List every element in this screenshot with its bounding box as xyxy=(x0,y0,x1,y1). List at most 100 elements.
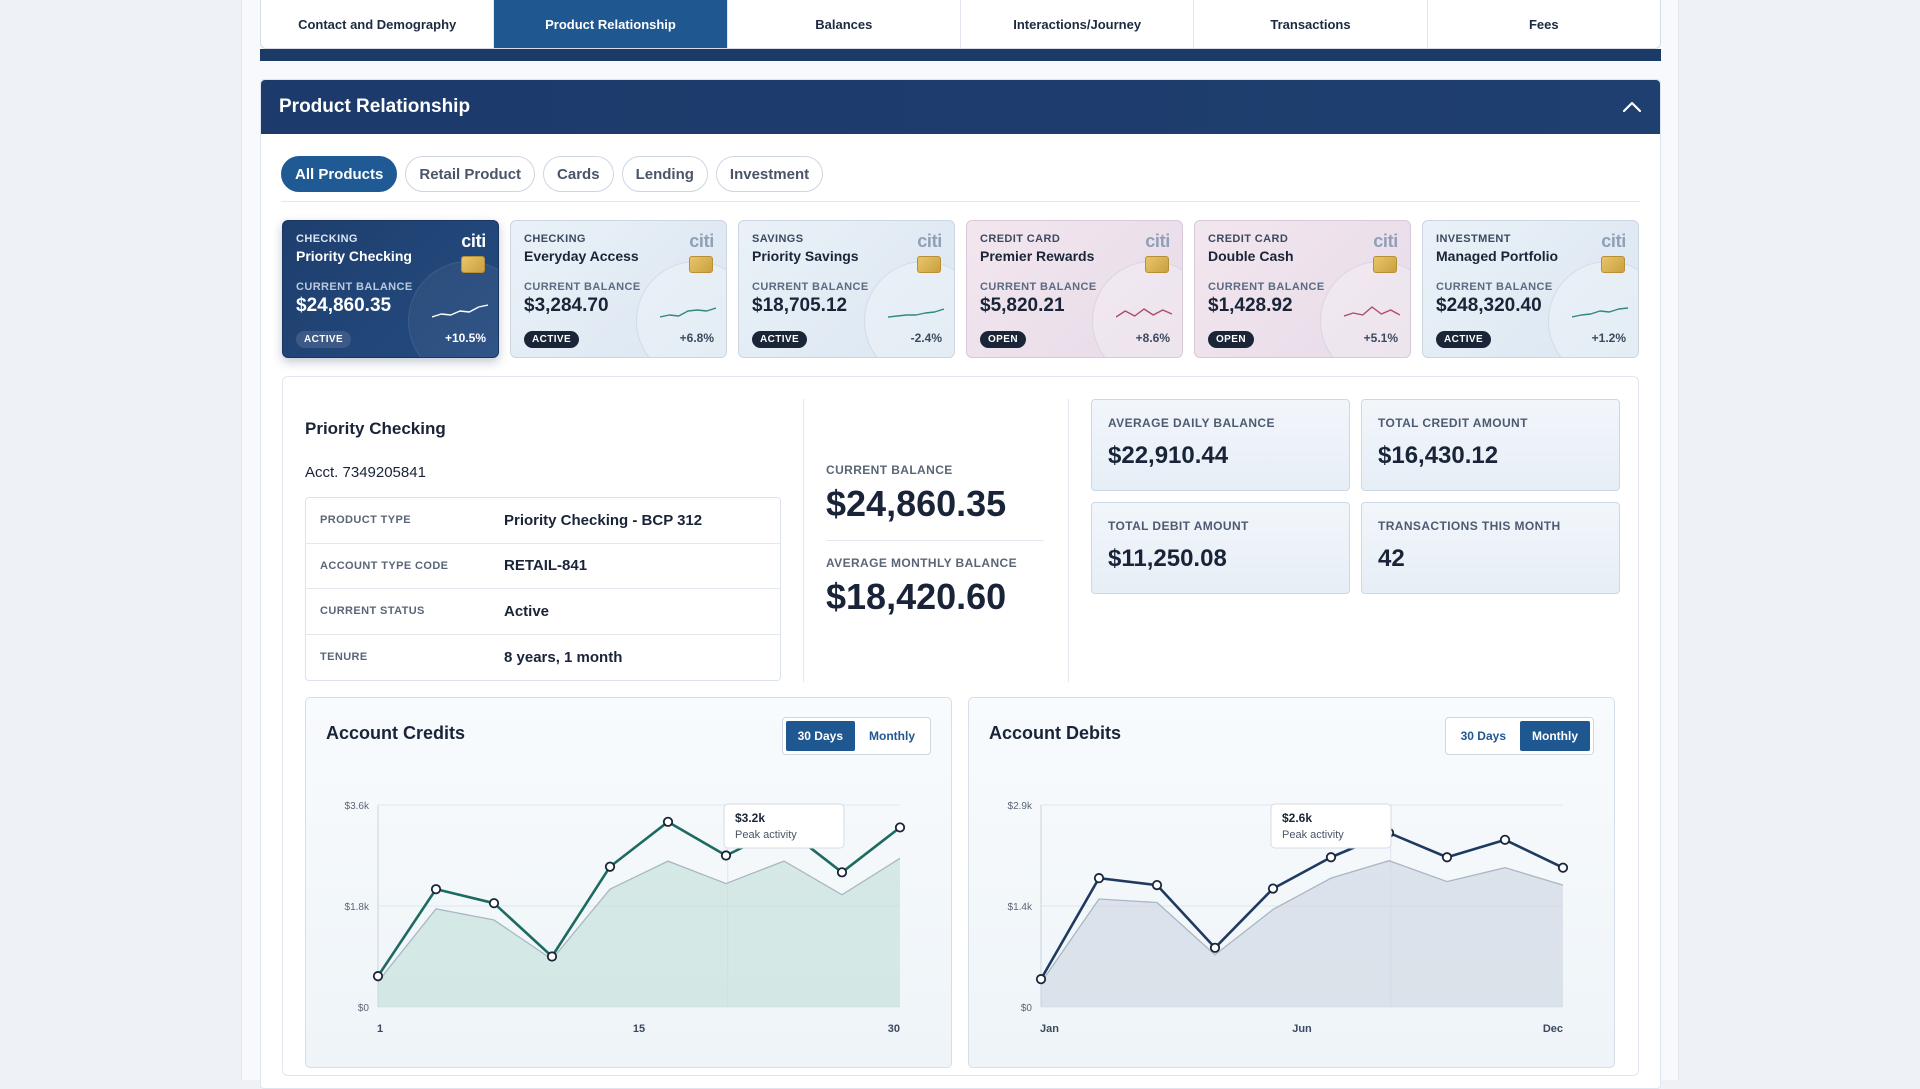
info-row: TENURE 8 years, 1 month xyxy=(306,635,780,681)
data-point[interactable] xyxy=(1441,852,1453,863)
filter-chip-all-products[interactable]: All Products xyxy=(281,156,398,192)
product-name: Priority Checking xyxy=(296,248,412,264)
area-fill xyxy=(378,858,900,1007)
product-name: Priority Savings xyxy=(752,248,859,264)
product-balance: $18,705.12 xyxy=(752,295,848,316)
data-point[interactable] xyxy=(1151,880,1163,891)
product-name: Premier Rewards xyxy=(980,248,1095,264)
product-card[interactable]: SAVINGS Priority Savings citi CURRENT BALAN… xyxy=(738,220,955,358)
balance-change: +8.6% xyxy=(1135,331,1170,345)
sparkline-icon xyxy=(1572,307,1628,318)
data-point[interactable] xyxy=(604,861,616,872)
chevron-up-icon[interactable] xyxy=(1622,97,1642,117)
average-monthly-balance-block: AVERAGE MONTHLY BALANCE $18,420.60 xyxy=(826,556,1017,618)
product-card[interactable]: CREDIT CARD Premier Rewards citi CURRENT BA… xyxy=(966,220,1183,358)
data-point[interactable] xyxy=(372,971,384,982)
tab-transactions[interactable]: Transactions xyxy=(1194,0,1428,48)
product-card[interactable]: CHECKING Everyday Access citi CURRENT BALAN… xyxy=(510,220,727,358)
balance-change: +10.5% xyxy=(444,331,486,345)
info-value: RETAIL-841 xyxy=(504,557,588,575)
x-tick-label: 30 xyxy=(888,1023,900,1035)
range-toggle: 30 Days Monthly xyxy=(1444,717,1594,755)
tooltip-box xyxy=(723,803,845,849)
filter-chip-cards[interactable]: Cards xyxy=(543,156,614,192)
product-balance: $24,860.35 xyxy=(296,295,392,316)
info-value: Priority Checking - BCP 312 xyxy=(504,511,703,529)
info-key: CURRENT STATUS xyxy=(320,605,425,618)
product-balance: $1,428.92 xyxy=(1208,295,1293,316)
divider xyxy=(826,540,1044,541)
tab-contact-and-demography[interactable]: Contact and Demography xyxy=(261,0,495,48)
data-point[interactable] xyxy=(720,850,732,861)
data-point[interactable] xyxy=(1209,942,1221,953)
citi-logo: citi xyxy=(1145,231,1170,251)
product-card[interactable]: CHECKING Priority Checking citi CURRENT BAL… xyxy=(282,220,499,358)
product-relationship-panel: Product Relationship All Products Retail … xyxy=(260,79,1661,1089)
toggle-monthly[interactable]: Monthly xyxy=(869,729,915,743)
peak-tooltip: $3.2k Peak activity xyxy=(723,803,845,849)
data-point[interactable] xyxy=(662,816,674,827)
line-chart: $0 $1.4k $2.9k Jan Jun Dec $2.6k Peak activity xyxy=(1008,801,1569,1035)
stat-card: TOTAL CREDIT AMOUNT $16,430.12 xyxy=(1361,399,1620,491)
tab-product-relationship[interactable]: Product Relationship xyxy=(494,0,728,48)
secondary-series-line xyxy=(377,857,901,983)
stat-label: TOTAL DEBIT AMOUNT xyxy=(1108,519,1249,533)
data-point[interactable] xyxy=(1267,883,1279,894)
filter-chip-investment[interactable]: Investment xyxy=(715,156,824,192)
current-balance-value: $24,860.35 xyxy=(826,483,1007,524)
data-point[interactable] xyxy=(1035,974,1047,985)
citi-logo: citi xyxy=(1373,231,1398,251)
data-point[interactable] xyxy=(488,898,500,909)
tooltip-value: $3.2k xyxy=(735,811,765,825)
balance-label: CURRENT BALANCE xyxy=(980,281,1097,293)
product-card[interactable]: INVESTMENT Managed Portfolio citi CURRENT B… xyxy=(1422,220,1639,358)
toggle-30-days[interactable]: 30 Days xyxy=(785,721,855,751)
stats-grid: AVERAGE DAILY BALANCE $22,910.44 TOTAL CRE… xyxy=(1091,399,1620,594)
stat-label: TRANSACTIONS THIS MONTH xyxy=(1378,519,1561,533)
balance-label: CURRENT BALANCE xyxy=(524,281,641,293)
primary-series-line xyxy=(1039,831,1564,980)
filter-chip-retail-product[interactable]: Retail Product xyxy=(405,156,536,192)
product-type: CREDIT CARD xyxy=(980,233,1061,245)
tab-fees[interactable]: Fees xyxy=(1528,16,1559,32)
section-tabs: Contact and Demography Product Relationsh… xyxy=(260,0,1661,49)
sparkline-icon xyxy=(432,304,488,318)
average-monthly-balance-value: $18,420.60 xyxy=(826,576,1007,617)
x-tick-label: 1 xyxy=(377,1023,383,1035)
peak-tooltip: $2.6k Peak activity xyxy=(1270,803,1392,849)
data-point[interactable] xyxy=(430,884,442,895)
stat-value: $11,250.08 xyxy=(1108,545,1227,572)
status-badge: ACTIVE xyxy=(1436,331,1492,348)
toggle-monthly[interactable]: Monthly xyxy=(1520,721,1590,751)
data-point[interactable] xyxy=(1093,873,1105,884)
toggle-30-days[interactable]: 30 Days xyxy=(1460,729,1506,743)
filter-chip-lending[interactable]: Lending xyxy=(621,156,708,192)
filter-divider xyxy=(281,201,1640,202)
tab-balances[interactable]: Balances xyxy=(728,0,961,48)
stat-value: $16,430.12 xyxy=(1378,442,1499,469)
balance-label: CURRENT BALANCE xyxy=(752,281,869,293)
tab-interactions-journey[interactable]: Interactions/Journey xyxy=(961,0,1195,48)
data-point[interactable] xyxy=(1557,862,1569,873)
stat-label: TOTAL CREDIT AMOUNT xyxy=(1378,416,1528,430)
product-type: SAVINGS xyxy=(752,233,804,245)
sparkline-icon xyxy=(660,307,716,318)
product-balance: $5,820.21 xyxy=(980,295,1065,316)
product-card[interactable]: CREDIT CARD Double Cash citi CURRENT BALANC… xyxy=(1194,220,1411,358)
area-fill xyxy=(1041,860,1563,1007)
stat-card: AVERAGE DAILY BALANCE $22,910.44 xyxy=(1091,399,1350,491)
chart-title: Account Credits xyxy=(326,723,466,743)
data-point[interactable] xyxy=(836,867,848,878)
data-point[interactable] xyxy=(894,822,906,833)
card-chip-icon xyxy=(1601,256,1625,273)
data-point[interactable] xyxy=(546,951,558,962)
x-tick-label: 15 xyxy=(633,1023,645,1035)
status-badge: OPEN xyxy=(980,331,1026,348)
data-point[interactable] xyxy=(1499,834,1511,845)
panel-header[interactable]: Product Relationship xyxy=(261,80,1660,134)
info-value: Active xyxy=(504,602,550,620)
data-point[interactable] xyxy=(1325,852,1337,863)
citi-logo: citi xyxy=(1601,231,1626,251)
y-tick-label: $0 xyxy=(1021,1003,1033,1014)
account-credits-chart-card: Account Credits 30 Days Monthly $0 $1.8k $3.6… xyxy=(305,697,952,1068)
